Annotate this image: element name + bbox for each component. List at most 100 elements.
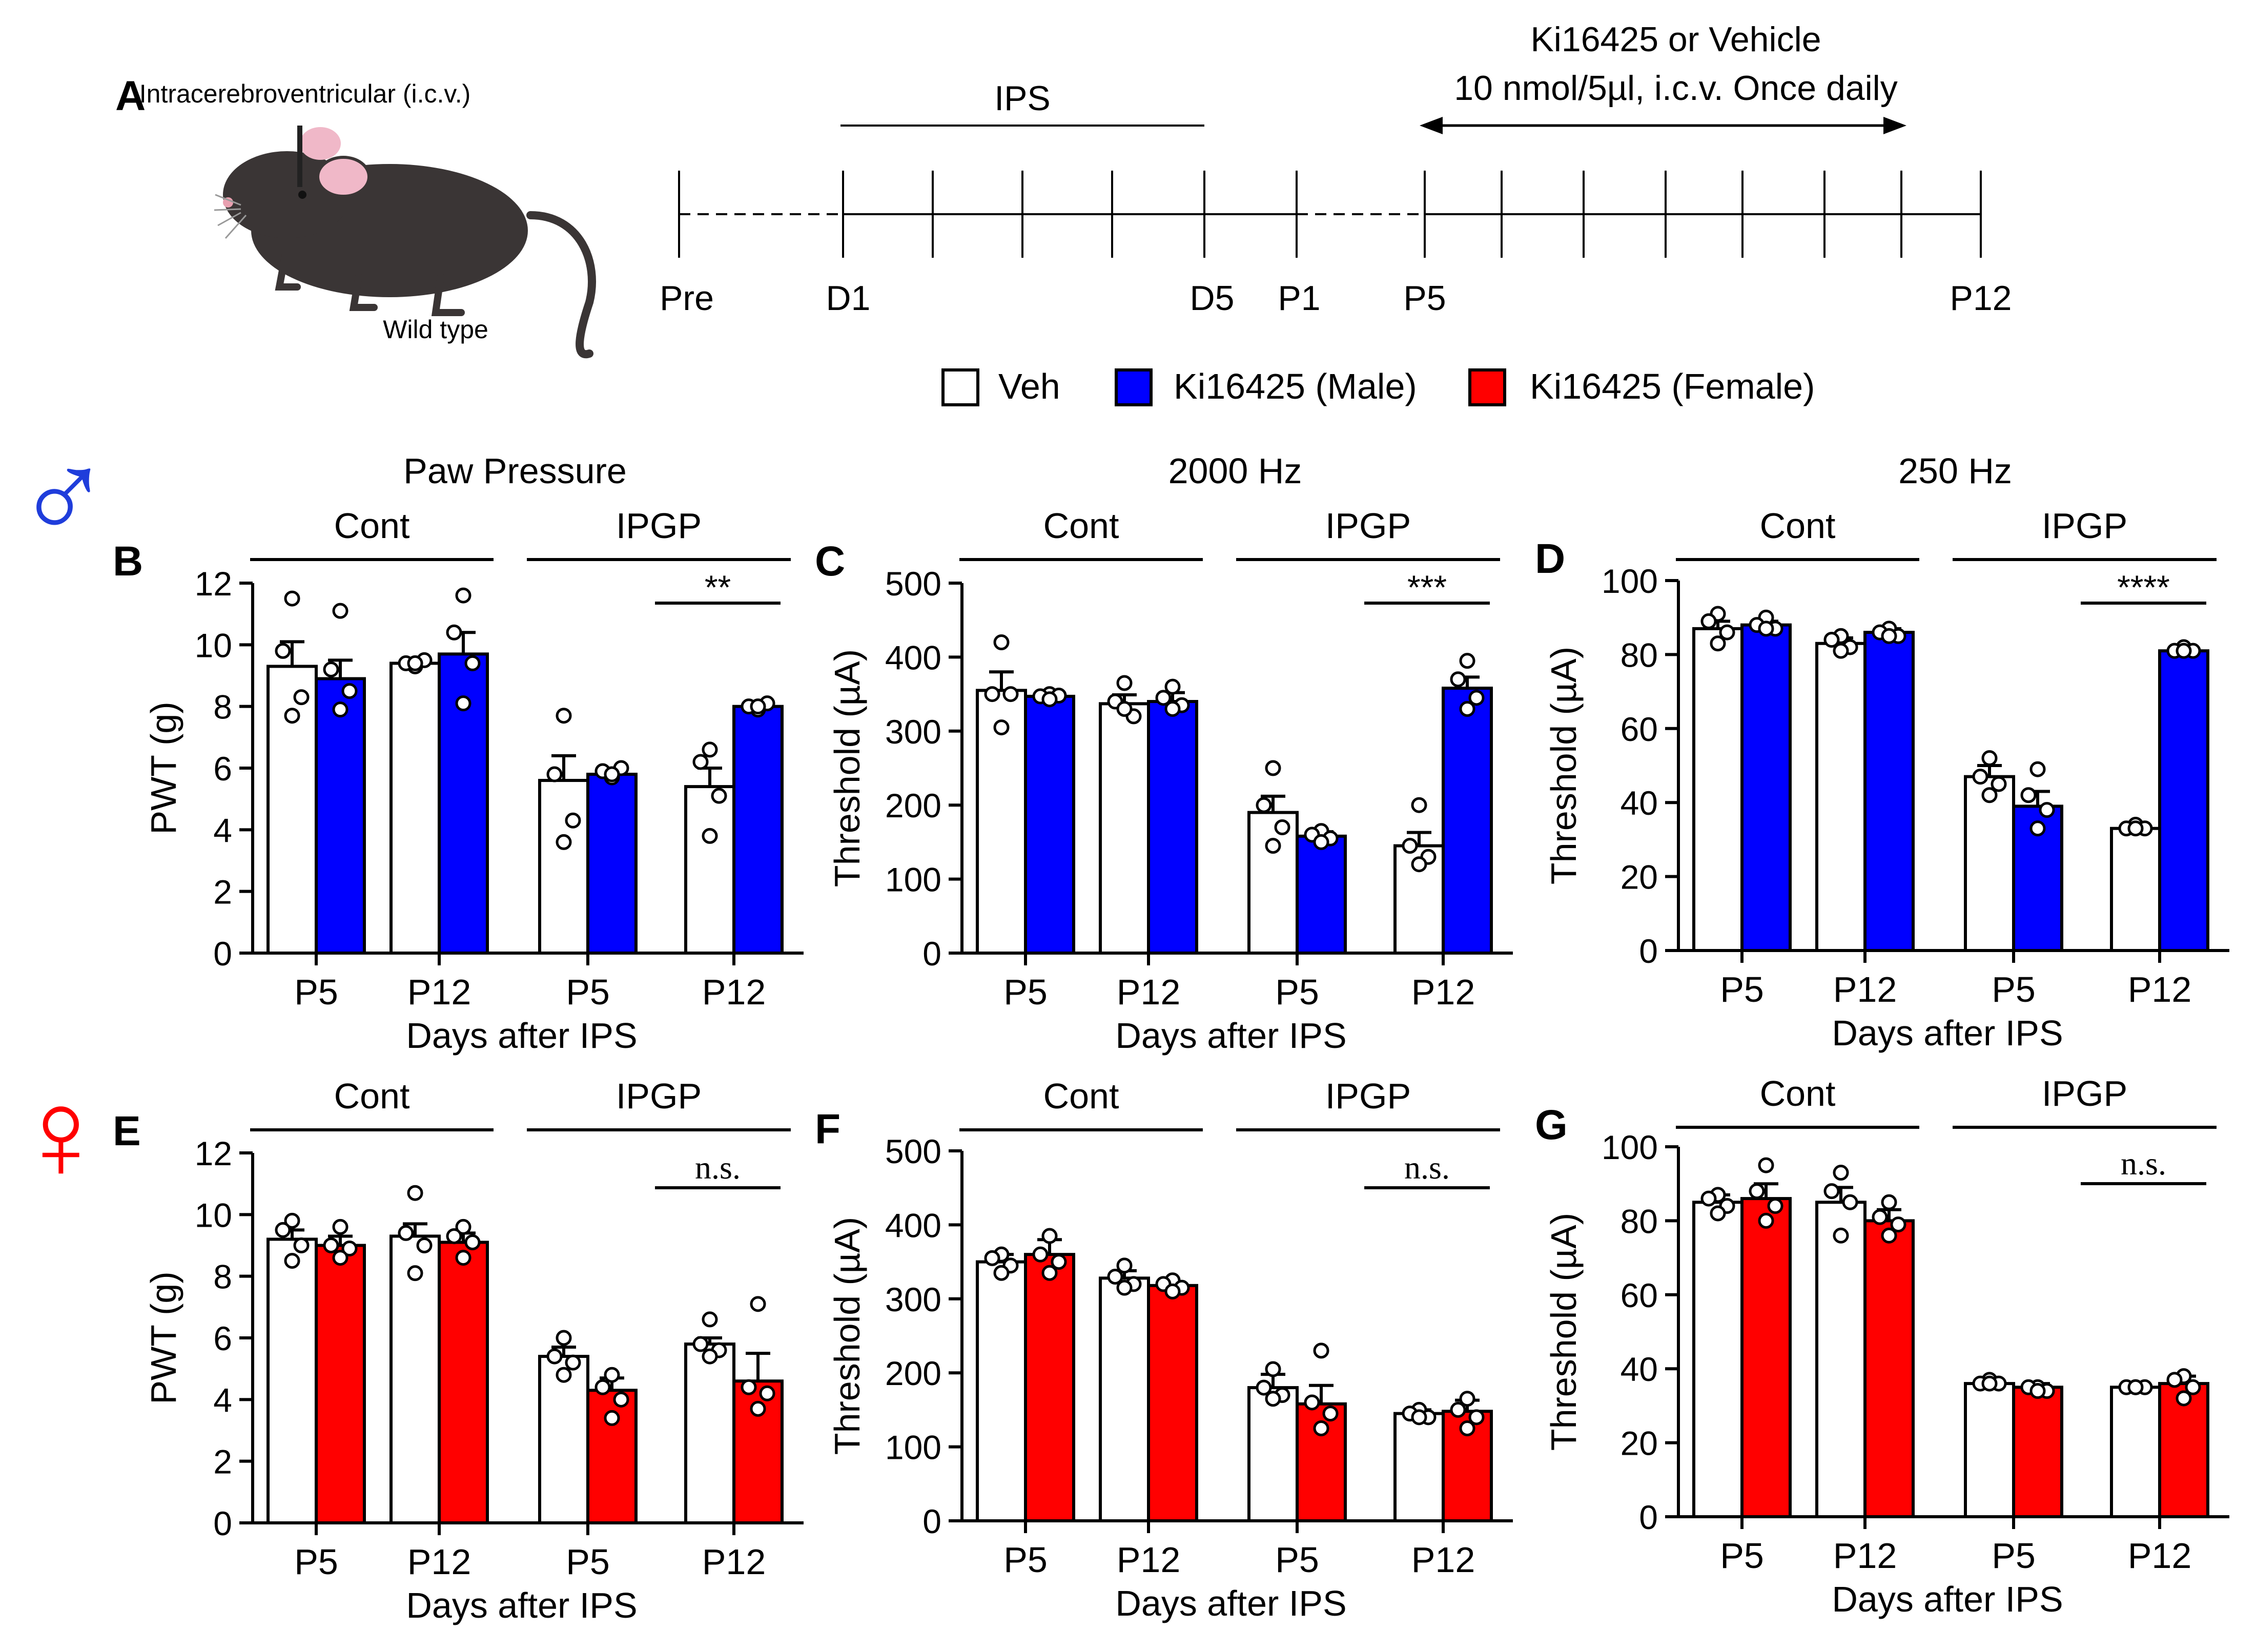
panel-c-bar-ki-0 — [1024, 694, 1075, 955]
panel-g-point-1-0-1 — [1749, 1183, 1765, 1200]
panel-b-point-0-2-0 — [556, 708, 572, 724]
panel-d-point-0-1-1 — [1823, 632, 1840, 648]
timeline-label-p12: P12 — [1950, 279, 2012, 318]
panel-d-xtick-label-2: P5 — [1992, 969, 2036, 1009]
male-symbol: ♂ — [15, 425, 112, 568]
panel-b-group-label-0: Cont — [334, 506, 410, 546]
panel-c-ytick-label-0: 0 — [922, 935, 941, 973]
panel-b-ytick-label-3: 6 — [213, 750, 232, 788]
panel-b-point-0-0-0 — [284, 590, 300, 607]
panel-b-ytick-label-1: 2 — [213, 873, 232, 911]
panel-c-bar-ki-3 — [1442, 687, 1493, 955]
panel-c-ytick-label-3: 300 — [885, 713, 941, 751]
panel-g-xtick-label-0: P5 — [1720, 1536, 1764, 1576]
panel-e-point-1-1-0 — [455, 1219, 471, 1235]
panel-b-point-0-0-3 — [284, 708, 300, 724]
panel-b-point-0-3-0 — [702, 741, 718, 758]
panel-g-point-0-3-3 — [2127, 1379, 2144, 1395]
panel-e-bar-veh-2 — [538, 1355, 589, 1525]
panel-c-bar-veh-2 — [1247, 811, 1299, 955]
panel-b-point-1-1-2 — [464, 655, 481, 671]
panel-g-xlabel: Days after IPS — [1832, 1579, 2063, 1619]
panel-b-point-1-0-1 — [323, 661, 339, 677]
panel-d-xtick-label-1: P12 — [1833, 969, 1897, 1009]
panel-a: A Intracerebroventricular (i.c.v.) Wild … — [115, 20, 2012, 359]
panel-c-xlabel: Days after IPS — [1115, 1016, 1346, 1056]
panel-f-point-0-1-3 — [1116, 1279, 1133, 1296]
panel-f-bar-veh-2 — [1247, 1386, 1299, 1523]
panel-e-point-1-1-1 — [446, 1228, 462, 1244]
panel-f-ytick-label-1: 100 — [885, 1429, 941, 1467]
panel-g-bar-veh-2 — [1964, 1382, 2015, 1519]
panel-b-xtick-label-3: P12 — [702, 972, 766, 1012]
timeline-label-d1: D1 — [826, 279, 871, 318]
female-symbol: ♀ — [13, 1063, 109, 1206]
panel-f-point-0-3-3 — [1411, 1409, 1427, 1426]
panel-b-point-0-0-1 — [275, 643, 291, 659]
panel-c-ytick-label-2: 200 — [885, 787, 941, 824]
panel-g-point-1-1-0 — [1881, 1194, 1897, 1210]
panel-e-ylabel: PWT (g) — [143, 1271, 183, 1404]
panel-b-sig-label: ** — [705, 568, 731, 606]
panel-d-sig-label: **** — [2117, 568, 2170, 606]
panel-c-point-0-3-1 — [1402, 838, 1418, 854]
panel-c-point-0-2-3 — [1265, 838, 1281, 854]
panel-d-xtick-label-0: P5 — [1720, 969, 1764, 1009]
mouse-tail — [526, 211, 597, 359]
panel-c-ytick-label-4: 400 — [885, 638, 941, 676]
panel-d-point-1-1-3 — [1881, 628, 1897, 644]
panel-b-group-label-1: IPGP — [616, 506, 702, 546]
timeline-ticks — [678, 171, 1982, 258]
panel-e-ytick-label-3: 6 — [213, 1319, 232, 1357]
mouse-nose — [223, 197, 233, 208]
panel-f-point-1-0-3 — [1041, 1265, 1058, 1281]
legend-swatch-female — [1468, 368, 1506, 406]
timeline-label-p1: P1 — [1278, 279, 1320, 318]
panel-e-point-1-3-2 — [759, 1385, 775, 1401]
panel-d-ytick-label-5: 100 — [1602, 562, 1658, 600]
panel-f-point-1-1-3 — [1164, 1283, 1181, 1299]
panel-f-bar-veh-3 — [1393, 1412, 1445, 1523]
panel-e-point-0-3-3 — [702, 1348, 718, 1365]
panel-c-xtick-label-0: P5 — [1003, 972, 1048, 1012]
panel-e-point-0-0-1 — [275, 1222, 291, 1238]
panel-f-ylabel: Threshold (µA) — [827, 1217, 867, 1455]
panel-g-point-0-1-3 — [1833, 1227, 1849, 1244]
panel-g-ytick-label-2: 40 — [1621, 1350, 1658, 1388]
panel-b-point-0-1-3 — [407, 655, 423, 671]
panel-e-point-0-2-2 — [565, 1354, 581, 1371]
mouse-ear-back — [300, 127, 341, 160]
panel-d-bar-ki-0 — [1740, 623, 1792, 952]
panel-c-point-0-0-0 — [993, 634, 1010, 651]
panel-e-point-0-1-0 — [407, 1185, 423, 1201]
panel-d-bar-veh-3 — [2110, 827, 2161, 952]
panel-c-point-1-3-0 — [1459, 653, 1475, 669]
panel-d-ytick-label-2: 40 — [1621, 784, 1658, 822]
treatment-arrow-right — [1883, 117, 1906, 134]
panel-g-point-1-3-2 — [2185, 1379, 2201, 1395]
panel-f-point-0-2-3 — [1265, 1391, 1281, 1407]
panel-c-point-1-0-3 — [1041, 691, 1058, 708]
panel-d-ytick-label-0: 0 — [1639, 932, 1658, 970]
treatment-arrow-left — [1420, 117, 1443, 134]
panel-e-point-0-0-2 — [293, 1237, 310, 1253]
panel-e-point-1-1-2 — [464, 1234, 481, 1250]
panel-a-letter: A — [115, 73, 146, 119]
panel-d-xtick-label-3: P12 — [2128, 969, 2192, 1009]
panel-f-ytick-label-2: 200 — [885, 1354, 941, 1392]
panel-f-sig-label: n.s. — [1404, 1149, 1450, 1186]
panel-b-letter: B — [113, 538, 143, 585]
panel-f-group-label-1: IPGP — [1325, 1076, 1411, 1116]
panel-f-point-0-2-0 — [1265, 1361, 1281, 1377]
panel-b-point-0-3-1 — [692, 754, 709, 770]
panel-b-xtick-label-2: P5 — [566, 972, 610, 1012]
panel-g-ytick-label-3: 60 — [1621, 1276, 1658, 1314]
panel-f-ytick-label-3: 300 — [885, 1281, 941, 1318]
panel-c-point-0-0-3 — [993, 719, 1010, 736]
panel-d-point-0-0-2 — [1719, 624, 1735, 641]
panel-e-point-0-2-0 — [556, 1330, 572, 1346]
